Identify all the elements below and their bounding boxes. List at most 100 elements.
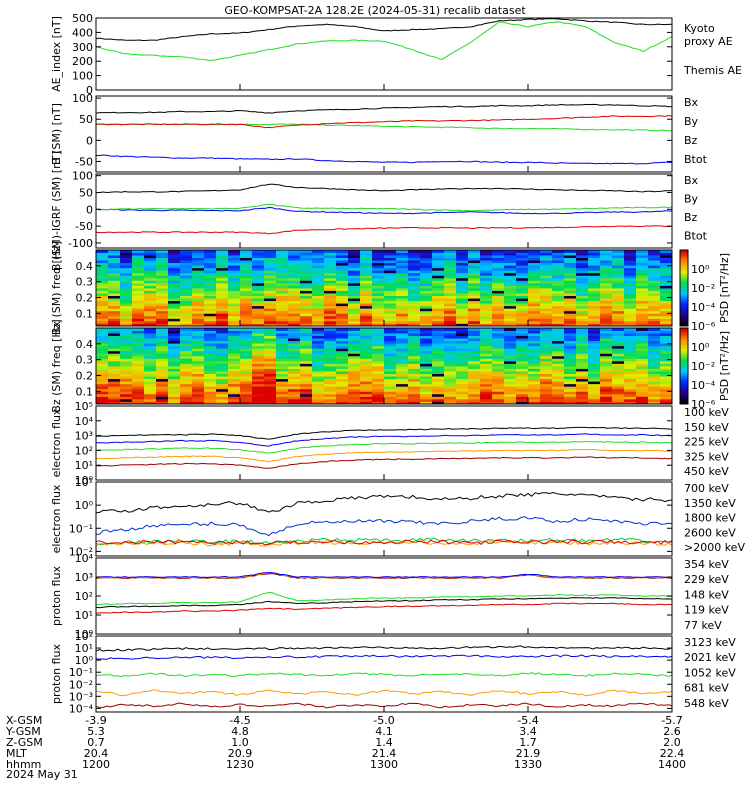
heatmap-cell — [384, 260, 397, 264]
colorbar-cell — [680, 400, 688, 403]
heatmap-cell — [96, 378, 109, 382]
heatmap-cell — [216, 267, 229, 271]
heatmap-cell — [204, 300, 217, 304]
legend-label: >2000 keV — [684, 541, 745, 554]
heatmap-cell — [144, 288, 157, 291]
heatmap-cell — [180, 393, 193, 397]
heatmap-cell — [432, 353, 445, 357]
heatmap-cell — [360, 290, 373, 294]
heatmap-cell — [516, 391, 529, 395]
heatmap-cell — [372, 335, 385, 339]
legend-label: Bz — [684, 134, 698, 147]
heatmap-cell — [540, 386, 553, 390]
heatmap-cell — [228, 272, 241, 276]
heatmap-cell — [180, 255, 193, 258]
heatmap-cell — [444, 340, 457, 344]
heatmap-cell — [264, 282, 277, 286]
heatmap-cell — [336, 396, 349, 400]
heatmap-cell — [360, 262, 373, 266]
heatmap-cell — [324, 298, 337, 302]
heatmap-cell — [252, 330, 265, 334]
heatmap-cell — [432, 275, 445, 279]
heatmap-cell — [468, 293, 481, 296]
heatmap-cell — [192, 323, 205, 327]
heatmap-cell — [564, 371, 577, 374]
heatmap-cell — [168, 295, 181, 299]
heatmap-cell — [384, 388, 397, 392]
heatmap-cell — [432, 386, 445, 390]
heatmap-cell — [444, 360, 457, 364]
colorbar-cell — [680, 385, 688, 388]
heatmap-cell — [600, 363, 613, 367]
heatmap-cell — [612, 338, 625, 342]
heatmap-cell — [384, 358, 397, 362]
heatmap-cell — [636, 371, 649, 374]
heatmap-cell — [384, 363, 397, 367]
heatmap-cell — [540, 295, 553, 299]
heatmap-cell — [480, 348, 493, 352]
heatmap-cell — [624, 366, 637, 369]
heatmap-cell — [108, 378, 121, 382]
heatmap-cell — [384, 265, 397, 269]
heatmap-cell — [324, 315, 337, 319]
heatmap-cell — [336, 308, 349, 312]
heatmap-cell — [252, 376, 265, 380]
heatmap-cell — [480, 368, 493, 372]
heatmap-cell — [204, 383, 217, 387]
heatmap-cell — [528, 393, 541, 397]
heatmap-cell — [228, 250, 241, 253]
heatmap-cell — [420, 388, 433, 392]
heatmap-cell — [624, 310, 637, 314]
heatmap-cell — [444, 363, 457, 367]
heatmap-cell — [312, 360, 325, 364]
heatmap-cell — [384, 308, 397, 312]
heatmap-cell — [324, 295, 337, 299]
heatmap-cell — [192, 368, 205, 372]
heatmap-cell — [432, 396, 445, 400]
colorbar-cell — [680, 358, 688, 361]
heatmap-cell — [312, 391, 325, 395]
heatmap-cell — [420, 373, 433, 377]
heatmap-cell — [636, 288, 649, 291]
heatmap-cell — [312, 386, 325, 390]
heatmap-cell — [168, 250, 181, 253]
heatmap-cell — [192, 371, 205, 374]
heatmap-cell — [300, 303, 313, 307]
heatmap-cell — [288, 360, 301, 364]
heatmap-cell — [360, 388, 373, 392]
heatmap-cell — [228, 255, 241, 258]
heatmap-cell — [252, 318, 265, 322]
heatmap-cell — [132, 371, 145, 374]
heatmap-cell — [408, 293, 421, 296]
heatmap-cell — [408, 330, 421, 334]
heatmap-cell — [660, 330, 673, 334]
heatmap-cell — [252, 272, 265, 276]
heatmap-cell — [312, 303, 325, 307]
heatmap-cell — [264, 393, 277, 397]
heatmap-cell — [108, 371, 121, 374]
heatmap-cell — [588, 272, 601, 276]
orbit-value: 21.4 — [372, 747, 397, 760]
series-line-119-kev — [95, 572, 672, 578]
heatmap-cell — [264, 298, 277, 302]
heatmap-cell — [276, 348, 289, 352]
heatmap-cell — [252, 358, 265, 362]
heatmap-cell — [288, 388, 301, 392]
heatmap-cell — [252, 353, 265, 357]
heatmap-cell — [168, 252, 181, 256]
heatmap-cell — [504, 295, 517, 299]
heatmap-cell — [216, 295, 229, 299]
heatmap-cell — [312, 277, 325, 281]
heatmap-cell — [528, 303, 541, 307]
heatmap-cell — [252, 280, 265, 284]
heatmap-cell — [396, 265, 409, 269]
heatmap-cell — [144, 350, 157, 354]
heatmap-cell — [480, 320, 493, 324]
heatmap-cell — [540, 393, 553, 397]
heatmap-cell — [516, 393, 529, 397]
heatmap-cell — [564, 355, 577, 359]
heatmap-cell — [300, 280, 313, 284]
heatmap-cell — [420, 320, 433, 324]
heatmap-cell — [420, 275, 433, 279]
